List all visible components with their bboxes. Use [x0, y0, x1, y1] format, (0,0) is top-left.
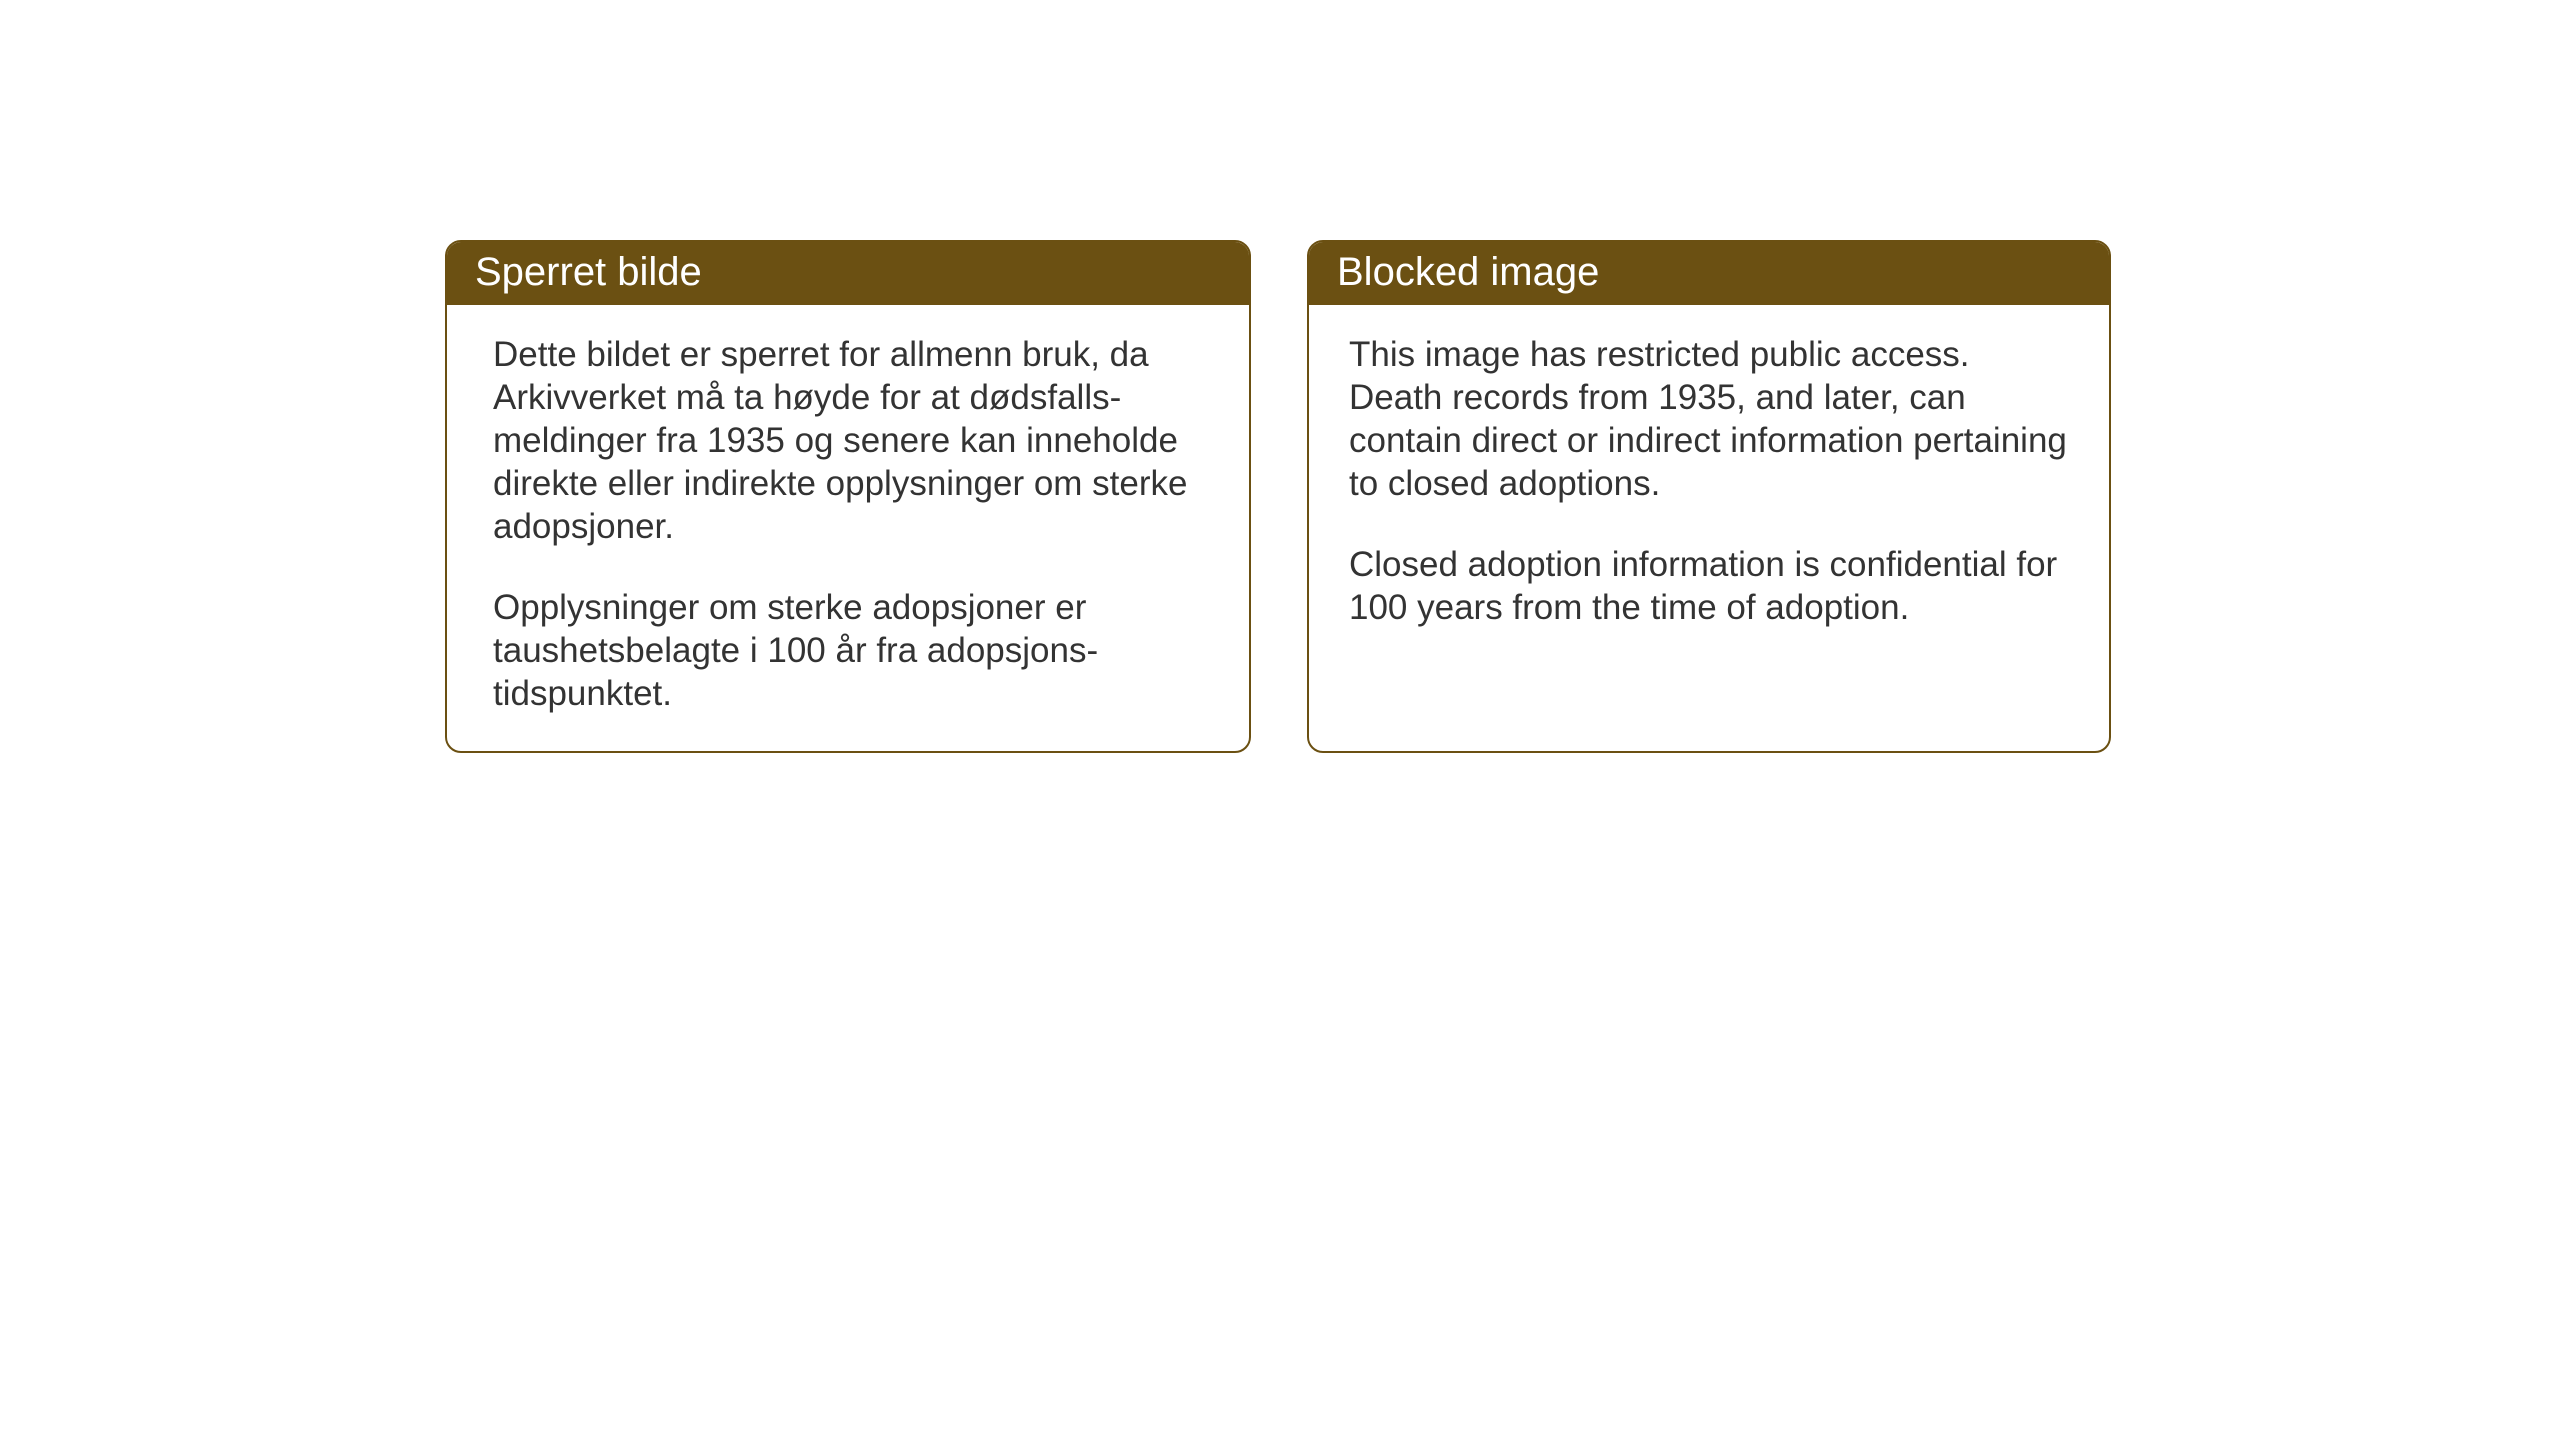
- english-card-body: This image has restricted public access.…: [1309, 305, 2109, 665]
- norwegian-paragraph-1: Dette bildet er sperret for allmenn bruk…: [493, 333, 1207, 548]
- english-paragraph-1: This image has restricted public access.…: [1349, 333, 2071, 505]
- english-card-title: Blocked image: [1309, 242, 2109, 305]
- norwegian-card-title: Sperret bilde: [447, 242, 1249, 305]
- norwegian-paragraph-2: Opplysninger om sterke adopsjoner er tau…: [493, 586, 1207, 715]
- norwegian-card-body: Dette bildet er sperret for allmenn bruk…: [447, 305, 1249, 751]
- english-paragraph-2: Closed adoption information is confident…: [1349, 543, 2071, 629]
- norwegian-notice-card: Sperret bilde Dette bildet er sperret fo…: [445, 240, 1251, 753]
- english-notice-card: Blocked image This image has restricted …: [1307, 240, 2111, 753]
- notice-cards-container: Sperret bilde Dette bildet er sperret fo…: [445, 240, 2111, 753]
